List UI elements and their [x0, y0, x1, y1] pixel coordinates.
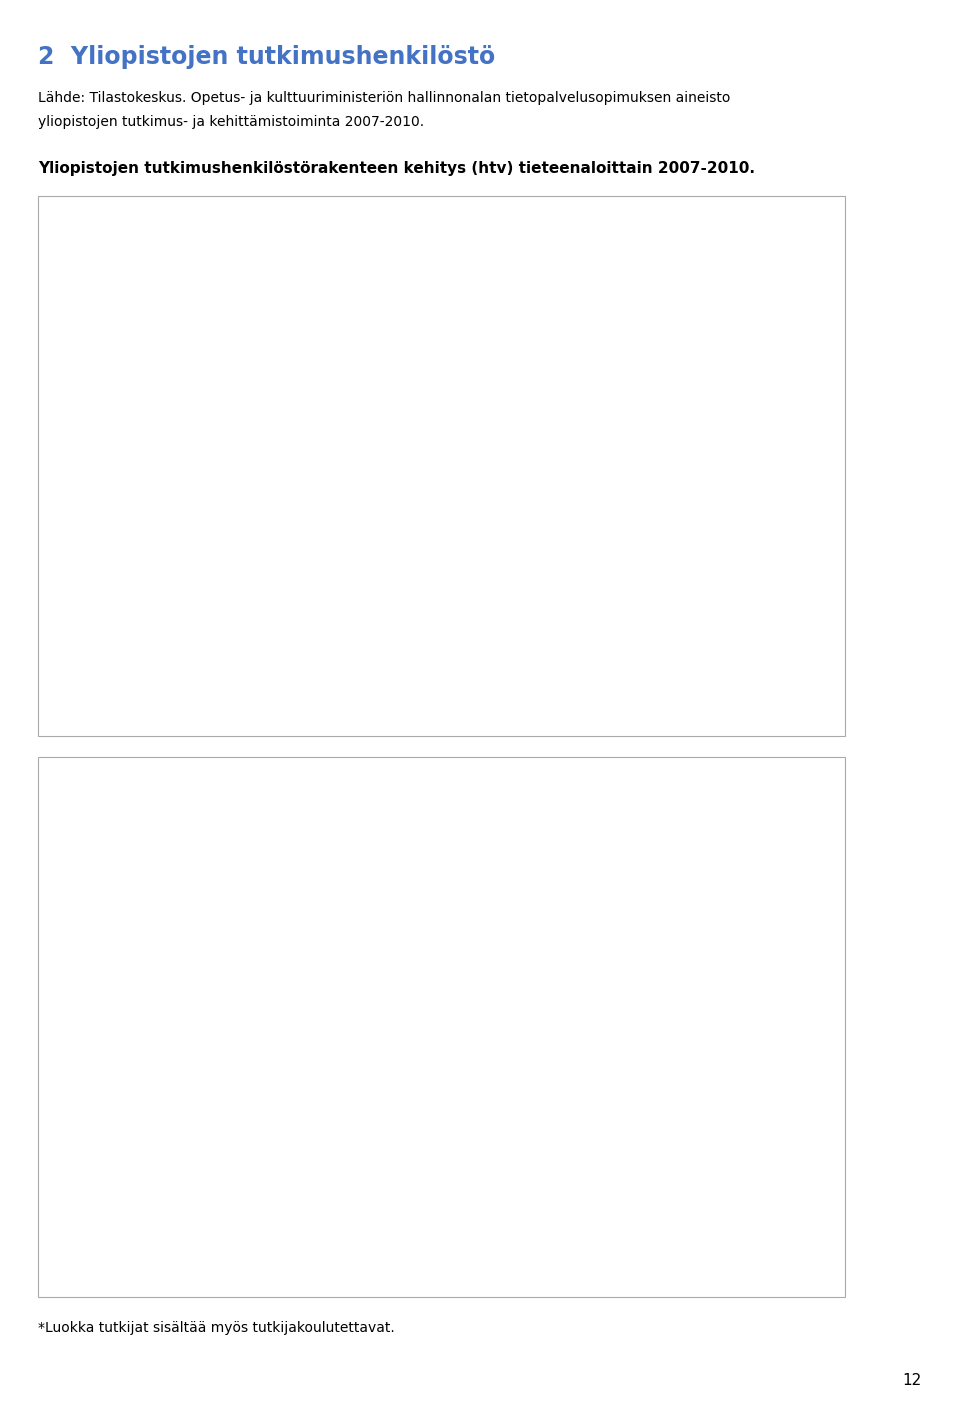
Legend: Avustava henkilöstö, Tutkijat*, Lehtorit + yliassistentit +
assistentit + päätoi: Avustava henkilöstö, Tutkijat*, Lehtorit…: [556, 796, 748, 901]
Bar: [454, 341, 507, 524]
Text: 402: 402: [467, 426, 493, 439]
Bar: [137, 900, 190, 1043]
Text: 12: 12: [902, 1373, 922, 1388]
Bar: [137, 377, 190, 524]
Text: 2  Yliopistojen tutkimushenkilöstö: 2 Yliopistojen tutkimushenkilöstö: [38, 45, 495, 69]
Text: *Luokka tutkijat sisältää myös tutkijakoulutettavat.: *Luokka tutkijat sisältää myös tutkijako…: [38, 1321, 396, 1335]
Text: 56: 56: [471, 1014, 489, 1026]
Bar: [348, 346, 401, 397]
Title: Liiketaloustiede: Liiketaloustiede: [241, 213, 402, 231]
Text: 35: 35: [260, 1120, 277, 1133]
Bar: [348, 397, 401, 543]
Bar: [137, 320, 190, 377]
Text: 5: 5: [370, 894, 379, 908]
Bar: [137, 524, 190, 620]
Text: 201: 201: [467, 564, 493, 576]
Bar: [243, 900, 296, 927]
Bar: [243, 927, 296, 1070]
Text: 138: 138: [255, 363, 282, 376]
Text: 198: 198: [361, 580, 388, 594]
Bar: [348, 543, 401, 632]
Text: 32: 32: [366, 1109, 383, 1122]
Bar: [243, 1070, 296, 1183]
Bar: [137, 1171, 190, 1255]
Text: 126: 126: [150, 342, 177, 355]
Y-axis label: htv: htv: [48, 781, 71, 795]
Bar: [243, 401, 296, 548]
Bar: [137, 1043, 190, 1171]
Title: Kansantaloustiede: Kansantaloustiede: [228, 774, 416, 792]
Bar: [348, 910, 401, 1063]
Text: 39: 39: [155, 1101, 172, 1113]
Bar: [243, 629, 296, 694]
Text: 135: 135: [361, 656, 388, 670]
Text: yliopistojen tutkimus- ja kehittämistoiminta 2007-2010.: yliopistojen tutkimus- ja kehittämistoim…: [38, 115, 424, 129]
Y-axis label: htv: htv: [48, 220, 71, 234]
Text: 27: 27: [366, 1204, 383, 1217]
Text: Lähde: Tilastokeskus. Opetus- ja kulttuuriministeriön hallinnonalan tietopalvelu: Lähde: Tilastokeskus. Opetus- ja kulttuu…: [38, 91, 731, 105]
Text: 26: 26: [155, 1206, 172, 1218]
Bar: [348, 1063, 401, 1166]
Bar: [454, 930, 507, 1112]
Text: 44: 44: [260, 991, 277, 1004]
Text: Yliopistojen tutkimushenkilöstörakenteen kehitys (htv) tieteenaloittain 2007-201: Yliopistojen tutkimushenkilöstörakenteen…: [38, 161, 756, 177]
Bar: [454, 279, 507, 341]
Bar: [137, 620, 190, 694]
Bar: [243, 1183, 296, 1255]
Text: 6: 6: [159, 883, 167, 897]
Text: 210: 210: [150, 566, 177, 579]
Bar: [454, 524, 507, 615]
Text: 8: 8: [265, 907, 273, 920]
Text: 4: 4: [475, 917, 485, 930]
Text: 143: 143: [255, 655, 282, 667]
Text: 21: 21: [471, 1140, 489, 1152]
Text: 171: 171: [467, 649, 493, 662]
Text: 323: 323: [255, 468, 282, 481]
Text: 162: 162: [150, 651, 177, 663]
Bar: [454, 1112, 507, 1180]
Text: 319: 319: [361, 463, 388, 477]
Legend: Avustava henkilöstö, Tutkijat*, Lehtorit + yliassistentit +
assistentit + päätoi: Avustava henkilöstö, Tutkijat*, Lehtorit…: [556, 236, 748, 341]
Text: 111: 111: [361, 365, 388, 379]
Bar: [348, 1166, 401, 1255]
Text: 178: 178: [255, 582, 282, 594]
Text: 47: 47: [366, 980, 383, 993]
Bar: [243, 338, 296, 401]
Bar: [348, 632, 401, 694]
Text: 44: 44: [155, 965, 172, 979]
Bar: [454, 615, 507, 694]
Bar: [137, 880, 190, 900]
Text: 23: 23: [471, 1211, 489, 1224]
Bar: [454, 917, 507, 930]
Bar: [348, 893, 401, 910]
Text: 136: 136: [467, 304, 493, 317]
Text: 22: 22: [260, 1213, 277, 1225]
Text: 324: 324: [150, 444, 177, 457]
Bar: [454, 1180, 507, 1255]
Bar: [243, 548, 296, 629]
